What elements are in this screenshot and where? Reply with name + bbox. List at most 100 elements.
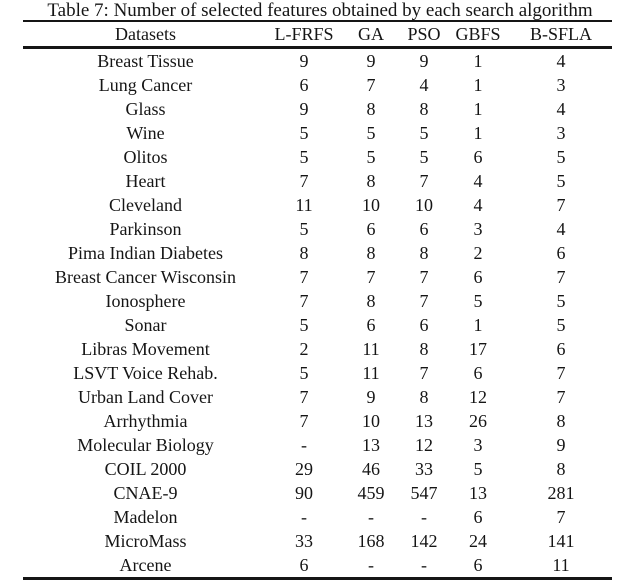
table-row: LSVT Voice Rehab. 5 11 7 6 7 <box>23 361 612 385</box>
value-cell: 5 <box>299 363 309 383</box>
table-row: Sonar 5 6 6 1 5 <box>23 313 612 337</box>
value-cell: 7 <box>419 171 429 191</box>
value-cell: 4 <box>556 51 566 71</box>
value-cell: 7 <box>556 267 566 287</box>
dataset-name-cell: Pima Indian Diabetes <box>68 243 223 263</box>
dataset-name-cell: Breast Cancer Wisconsin <box>55 267 236 287</box>
table-row: Ionosphere 7 8 7 5 5 <box>23 289 612 313</box>
value-cell: 7 <box>556 363 566 383</box>
value-cell: 7 <box>366 267 376 287</box>
value-cell: 141 <box>547 531 575 551</box>
table-row: Arrhythmia 7 10 13 26 8 <box>23 409 612 433</box>
column-header-b-sfla: B-SFLA <box>510 21 612 49</box>
value-cell: 2 <box>473 243 483 263</box>
value-cell: 4 <box>556 219 566 239</box>
value-cell: 5 <box>419 147 429 167</box>
value-cell: 11 <box>552 555 570 575</box>
table-row: Pima Indian Diabetes 8 8 8 2 6 <box>23 241 612 265</box>
value-cell: 4 <box>473 171 483 191</box>
value-cell: 5 <box>473 291 483 311</box>
value-cell: 9 <box>299 51 309 71</box>
value-cell: 6 <box>419 315 429 335</box>
value-cell: 7 <box>556 195 566 215</box>
column-header-datasets: Datasets <box>23 21 268 49</box>
value-cell: 11 <box>362 363 380 383</box>
table-row: Lung Cancer 6 7 4 1 3 <box>23 73 612 97</box>
value-cell: 547 <box>410 483 438 503</box>
value-cell: 6 <box>366 315 376 335</box>
value-cell: 12 <box>469 387 487 407</box>
value-cell: - <box>421 507 427 527</box>
value-cell: 7 <box>299 411 309 431</box>
dataset-name-cell: Heart <box>125 171 166 191</box>
column-header-gbfs: GBFS <box>446 21 510 49</box>
table-row: Wine 5 5 5 1 3 <box>23 121 612 145</box>
value-cell: 5 <box>556 147 566 167</box>
dataset-name-cell: Sonar <box>124 315 167 335</box>
value-cell: 3 <box>473 219 483 239</box>
value-cell: 5 <box>556 315 566 335</box>
value-cell: 8 <box>366 171 376 191</box>
dataset-name-cell: Lung Cancer <box>98 75 193 95</box>
value-cell: 8 <box>366 99 376 119</box>
value-cell: 6 <box>556 243 566 263</box>
value-cell: 8 <box>419 339 429 359</box>
dataset-name-cell: Arrhythmia <box>103 411 188 431</box>
column-header-pso: PSO <box>402 21 446 49</box>
value-cell: 29 <box>295 459 313 479</box>
table-row: CNAE-9 90 459 547 13 281 <box>23 481 612 505</box>
value-cell: 90 <box>295 483 313 503</box>
value-cell: 3 <box>556 123 566 143</box>
value-cell: 3 <box>473 435 483 455</box>
value-cell: 5 <box>419 123 429 143</box>
value-cell: 9 <box>419 51 429 71</box>
value-cell: - <box>301 435 307 455</box>
value-cell: 13 <box>362 435 380 455</box>
value-cell: 6 <box>473 267 483 287</box>
value-cell: 4 <box>473 195 483 215</box>
value-cell: 168 <box>357 531 385 551</box>
table-caption: Table 7: Number of selected features obt… <box>47 0 593 21</box>
value-cell: 5 <box>366 147 376 167</box>
value-cell: 9 <box>366 387 376 407</box>
value-cell: 2 <box>299 339 309 359</box>
value-cell: 3 <box>556 75 566 95</box>
table-row: Parkinson 5 6 6 3 4 <box>23 217 612 241</box>
value-cell: 8 <box>366 243 376 263</box>
table-row: Olitos 5 5 5 6 5 <box>23 145 612 169</box>
value-cell: 6 <box>366 219 376 239</box>
value-cell: 8 <box>419 99 429 119</box>
value-cell: 7 <box>419 363 429 383</box>
value-cell: 10 <box>362 411 380 431</box>
value-cell: 8 <box>299 243 309 263</box>
value-cell: 7 <box>419 291 429 311</box>
value-cell: 7 <box>299 171 309 191</box>
table-row: Breast Tissue 9 9 9 1 4 <box>23 48 612 74</box>
value-cell: 8 <box>556 411 566 431</box>
value-cell: 6 <box>473 363 483 383</box>
dataset-name-cell: Breast Tissue <box>97 51 194 71</box>
dataset-name-cell: CNAE-9 <box>113 483 178 503</box>
dataset-name-cell: Glass <box>125 99 166 119</box>
table-row: MicroMass 33 168 142 24 141 <box>23 529 612 553</box>
dataset-name-cell: LSVT Voice Rehab. <box>73 363 218 383</box>
value-cell: 6 <box>299 75 309 95</box>
table-row: Arcene 6 - - 6 11 <box>23 553 612 579</box>
value-cell: - <box>368 555 374 575</box>
value-cell: 7 <box>299 267 309 287</box>
value-cell: 8 <box>419 243 429 263</box>
value-cell: 5 <box>299 123 309 143</box>
value-cell: - <box>368 507 374 527</box>
value-cell: 5 <box>556 171 566 191</box>
value-cell: 6 <box>473 147 483 167</box>
value-cell: 9 <box>366 51 376 71</box>
value-cell: 5 <box>299 315 309 335</box>
value-cell: - <box>301 507 307 527</box>
value-cell: 5 <box>473 459 483 479</box>
dataset-name-cell: MicroMass <box>104 531 187 551</box>
value-cell: 6 <box>473 555 483 575</box>
value-cell: 7 <box>299 291 309 311</box>
dataset-name-cell: Molecular Biology <box>77 435 214 455</box>
value-cell: 33 <box>295 531 313 551</box>
dataset-name-cell: Wine <box>126 123 165 143</box>
